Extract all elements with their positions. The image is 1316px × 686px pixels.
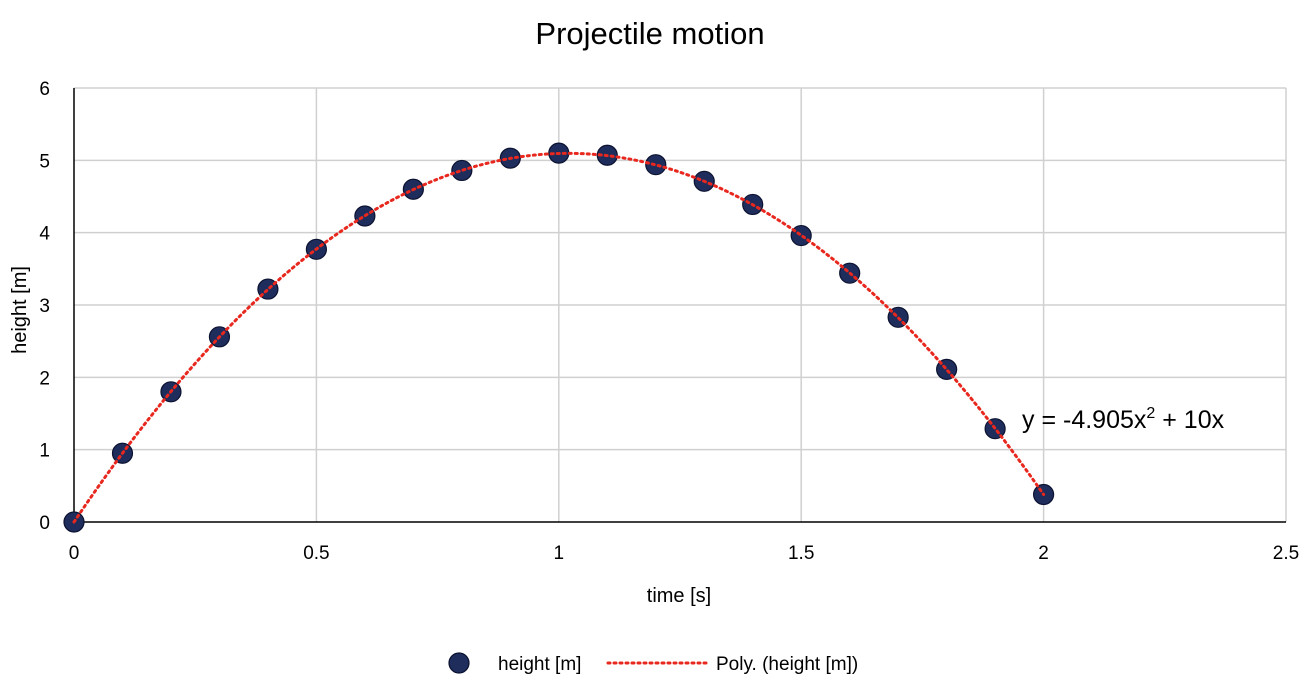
x-tick-label: 2.5 [1273, 543, 1299, 564]
legend-marker-height [448, 652, 470, 674]
data-point [790, 224, 812, 247]
grid-lines [74, 87, 1287, 522]
polynomial-trendline [72, 151, 1046, 524]
x-tick-label: 1 [554, 543, 565, 564]
y-tick-labels: 0 1 2 3 4 5 6 [39, 79, 50, 534]
x-tick-label: 2 [1038, 543, 1049, 564]
x-tick-label: 0 [69, 543, 80, 564]
chart-title: Projectile motion [535, 16, 764, 51]
x-tick-label: 0.5 [303, 543, 329, 564]
y-tick-label: 0 [39, 513, 50, 534]
x-axis-label: time [s] [647, 585, 711, 607]
y-tick-label: 5 [39, 151, 50, 172]
y-tick-label: 4 [39, 224, 50, 245]
y-tick-label: 3 [39, 296, 50, 317]
y-tick-label: 2 [39, 368, 50, 389]
trendline-equation: y = -4.905x2 + 10x [1022, 405, 1225, 434]
legend-label-trendline: Poly. (height [m]) [716, 654, 858, 675]
axes [73, 88, 1286, 523]
legend: height [m] Poly. (height [m]) [448, 652, 858, 675]
x-tick-labels: 0 0.5 1 1.5 2 2.5 [69, 543, 1300, 564]
y-tick-label: 1 [39, 441, 50, 462]
y-tick-label: 6 [39, 79, 50, 100]
x-tick-label: 1.5 [788, 543, 814, 564]
legend-label-height: height [m] [498, 654, 581, 675]
y-axis-label: height [m] [9, 266, 31, 354]
